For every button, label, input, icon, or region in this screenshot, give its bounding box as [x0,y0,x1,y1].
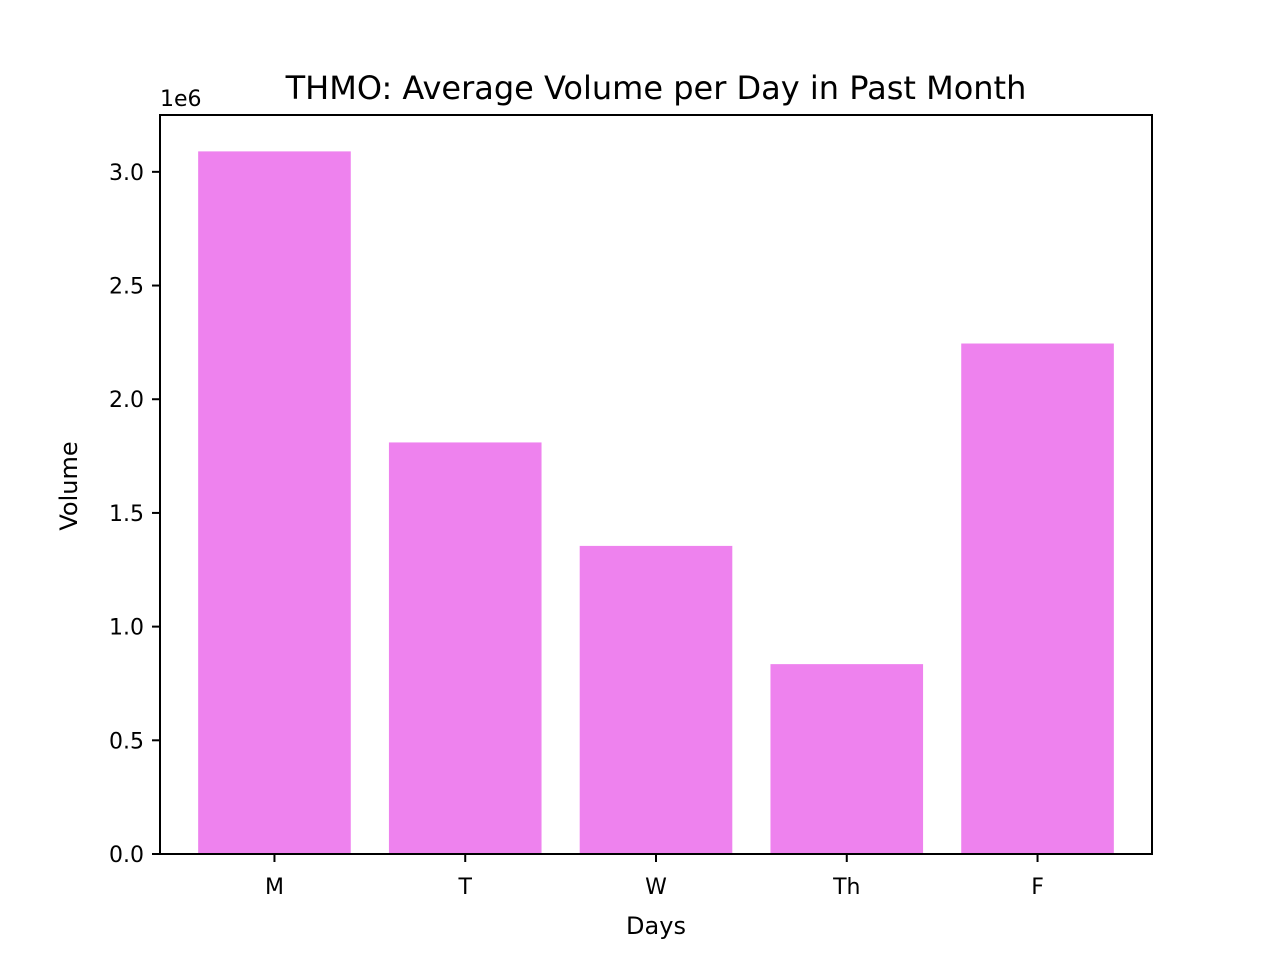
y-tick-label: 0.0 [109,843,144,868]
y-tick-label: 2.5 [109,275,144,300]
bar-f [961,343,1114,854]
x-tick-label: W [645,875,667,900]
y-axis-label: Volume [55,441,83,530]
y-tick-label: 0.5 [109,729,144,754]
y-tick-label: 3.0 [109,161,144,186]
x-tick-label: Th [832,875,860,900]
chart-title: THMO: Average Volume per Day in Past Mon… [285,69,1027,107]
bar-th [770,664,924,854]
y-tick-label: 1.5 [109,502,144,527]
y-tick-label: 1.0 [109,616,144,641]
bars-group [198,151,1114,855]
x-ticks-group: M T W Th F [265,854,1044,900]
x-axis-label: Days [626,912,686,940]
y-tick-label: 2.0 [109,388,144,413]
plot-area-frame [159,114,1153,855]
x-tick-label: M [265,875,284,900]
y-axis-offset-label: 1e6 [160,87,202,112]
y-ticks-group: 0.0 0.5 1.0 1.5 2.0 2.5 3.0 [109,161,160,868]
bar-w [579,545,733,854]
x-tick-label: F [1031,875,1044,900]
bar-t [388,442,542,854]
bar-m [198,151,351,855]
x-tick-label: T [458,875,473,900]
